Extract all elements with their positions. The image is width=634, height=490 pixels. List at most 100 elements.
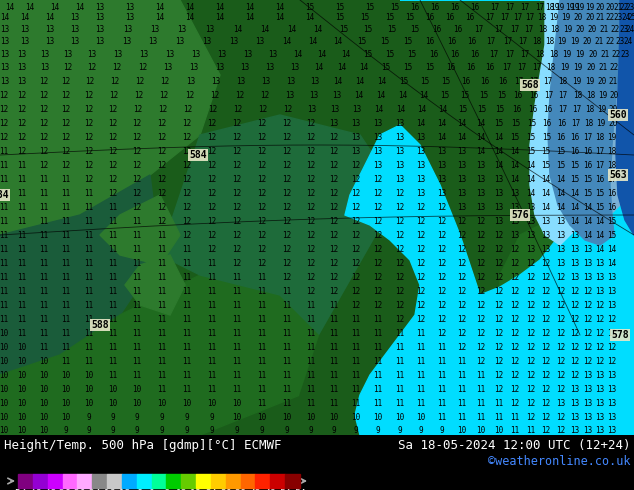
- Text: 11: 11: [282, 343, 292, 351]
- Text: 11: 11: [306, 398, 316, 408]
- Text: 18: 18: [595, 132, 605, 142]
- Text: 11: 11: [0, 300, 9, 310]
- Text: 17: 17: [503, 36, 513, 46]
- Text: 13: 13: [476, 189, 486, 197]
- Text: 23: 23: [625, 2, 634, 11]
- Text: 22: 22: [611, 49, 621, 58]
- Text: 13: 13: [290, 63, 300, 72]
- Text: 11: 11: [330, 357, 339, 366]
- Text: 11: 11: [61, 357, 70, 366]
- Text: 11: 11: [84, 300, 94, 310]
- Text: 13: 13: [607, 287, 617, 295]
- Text: 18: 18: [538, 24, 548, 33]
- Text: 11: 11: [84, 272, 94, 281]
- Text: 12: 12: [495, 343, 503, 351]
- Text: 17: 17: [559, 104, 567, 114]
- Text: 12: 12: [526, 300, 536, 310]
- Text: 12: 12: [557, 272, 566, 281]
- Text: 12: 12: [157, 217, 167, 225]
- Text: 11: 11: [282, 315, 292, 323]
- Text: 19: 19: [585, 76, 595, 85]
- Text: 11: 11: [108, 343, 118, 351]
- Text: 11: 11: [282, 398, 292, 408]
- Text: 11: 11: [0, 217, 9, 225]
- Text: 11: 11: [157, 370, 167, 379]
- Text: 16: 16: [583, 161, 593, 170]
- Text: 15: 15: [510, 132, 520, 142]
- Text: 13: 13: [20, 36, 30, 46]
- Text: 11: 11: [183, 385, 191, 393]
- Text: 12: 12: [17, 147, 27, 155]
- Bar: [241, 474, 256, 488]
- Text: 14: 14: [510, 174, 520, 183]
- Text: 20: 20: [609, 104, 618, 114]
- Text: 10: 10: [61, 385, 70, 393]
- Text: 12: 12: [306, 147, 316, 155]
- Text: 10: 10: [233, 413, 242, 421]
- Text: 16: 16: [542, 119, 552, 127]
- Text: 13: 13: [17, 49, 27, 58]
- Text: 16: 16: [430, 2, 439, 11]
- Text: 12: 12: [476, 300, 486, 310]
- Text: 10: 10: [373, 413, 383, 421]
- Text: 12: 12: [457, 343, 467, 351]
- Bar: [226, 474, 241, 488]
- Text: 12: 12: [159, 91, 169, 99]
- Text: 15: 15: [387, 24, 397, 33]
- Text: 13: 13: [607, 272, 617, 281]
- Text: 14: 14: [155, 2, 165, 11]
- Text: 17: 17: [573, 104, 581, 114]
- Text: 13: 13: [353, 104, 361, 114]
- Text: 14: 14: [318, 49, 327, 58]
- Text: 12: 12: [526, 287, 536, 295]
- Text: 17: 17: [526, 13, 534, 22]
- Text: 19: 19: [557, 36, 567, 46]
- Text: 54: 54: [294, 489, 306, 490]
- Text: 13: 13: [607, 398, 617, 408]
- Text: 22: 22: [605, 13, 614, 22]
- Text: 11: 11: [183, 328, 191, 338]
- Text: 13: 13: [583, 259, 593, 268]
- Text: 11: 11: [108, 287, 118, 295]
- Text: 15: 15: [477, 104, 487, 114]
- Text: 11: 11: [61, 300, 70, 310]
- Text: 15: 15: [335, 13, 345, 22]
- Bar: [152, 474, 166, 488]
- Text: 10: 10: [17, 398, 27, 408]
- Text: 12: 12: [457, 315, 467, 323]
- Text: -12: -12: [113, 489, 131, 490]
- Text: 12: 12: [437, 300, 446, 310]
- Text: 13: 13: [417, 189, 425, 197]
- Text: 11: 11: [373, 370, 383, 379]
- Text: 11: 11: [373, 343, 383, 351]
- Text: 11: 11: [0, 161, 9, 170]
- Text: 17: 17: [543, 76, 553, 85]
- Text: 11: 11: [457, 385, 467, 393]
- Text: 14: 14: [595, 230, 605, 240]
- Text: 15: 15: [339, 24, 349, 33]
- Text: 12: 12: [437, 230, 446, 240]
- Text: 11: 11: [476, 385, 486, 393]
- Text: 19: 19: [555, 2, 565, 11]
- Text: 12: 12: [133, 161, 141, 170]
- Text: 24: 24: [621, 13, 631, 22]
- Text: 13: 13: [330, 104, 340, 114]
- Text: 20: 20: [576, 24, 585, 33]
- Text: 12: 12: [526, 413, 536, 421]
- Text: 11: 11: [108, 272, 118, 281]
- Text: 11: 11: [61, 343, 70, 351]
- Text: 12: 12: [595, 357, 605, 366]
- Text: 14: 14: [437, 132, 446, 142]
- Text: 12: 12: [282, 119, 292, 127]
- Text: 14: 14: [495, 132, 503, 142]
- Text: 12: 12: [183, 230, 191, 240]
- Text: 14: 14: [233, 24, 243, 33]
- Text: 17: 17: [595, 161, 605, 170]
- Text: 12: 12: [61, 147, 70, 155]
- Text: 12: 12: [138, 63, 148, 72]
- Text: 14: 14: [510, 147, 520, 155]
- Text: 12: 12: [61, 104, 70, 114]
- Text: 13: 13: [396, 147, 404, 155]
- Text: 15: 15: [363, 24, 373, 33]
- Text: 13: 13: [202, 36, 212, 46]
